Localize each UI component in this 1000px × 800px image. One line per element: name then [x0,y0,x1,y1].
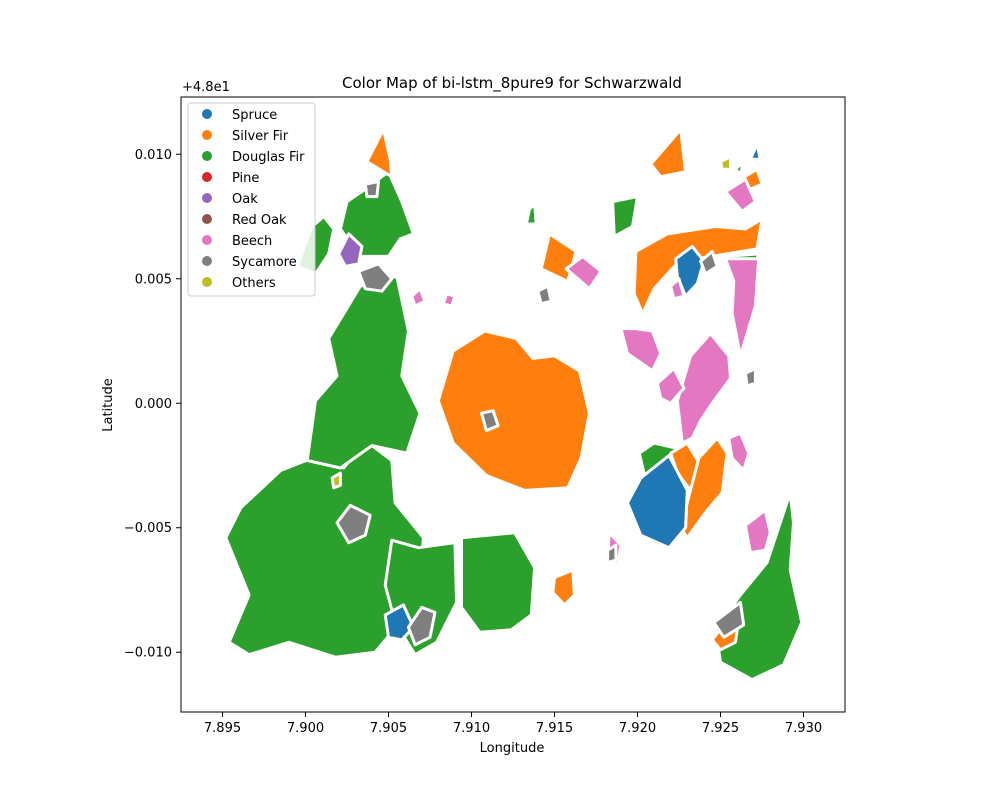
parcel-spruce [674,244,706,298]
parcel-sycamore [743,366,757,388]
parcel-others [719,155,732,171]
parcel-beech [743,508,772,555]
parcel-sycamore [606,543,618,565]
parcel-beech [410,287,427,308]
y-tick-label: 0.005 [135,272,172,287]
parcel-spruce [626,454,689,550]
legend-marker [202,172,212,182]
parcel-beech [675,332,732,445]
x-tick-label: 7.920 [619,721,656,736]
parcel-douglas-fir [224,439,425,659]
legend-label: Douglas Fir [232,150,305,165]
legend-marker [202,214,212,224]
parcel-others [330,471,342,490]
x-tick-label: 7.905 [370,721,407,736]
legend-label: Others [232,276,276,291]
y-tick-label: 0.000 [135,397,172,412]
x-axis-ticks: 7.895 7.900 7.905 7.910 7.915 7.920 7.925 7.930 [204,712,822,736]
y-offset-label: +4.8e1 [182,80,230,95]
x-tick-label: 7.895 [204,721,241,736]
legend-label: Sycamore [232,255,297,270]
y-tick-label: −0.010 [124,646,172,661]
parcel-beech [724,177,757,213]
legend-marker [202,193,212,203]
chart-title: Color Map of bi-lstm_8pure9 for Schwarzw… [342,74,682,93]
parcel-sycamore [335,503,372,545]
parcel-sycamore [712,600,746,639]
parcel-beech [564,254,603,291]
parcel-layer [224,127,804,682]
x-tick-label: 7.910 [453,721,490,736]
parcel-sycamore [406,605,437,647]
parcel-sycamore [536,284,553,306]
parcel-silver-fir [436,329,591,492]
parcel-silver-fir [551,568,576,607]
parcel-beech [669,277,686,301]
legend-marker [202,235,212,245]
legend-label: Pine [232,171,259,186]
parcel-beech [655,366,686,405]
legend-marker [202,277,212,287]
legend-label: Red Oak [232,213,287,228]
y-tick-label: 0.010 [135,148,172,163]
y-axis-label: Latitude [101,378,116,432]
parcel-oak [337,232,364,268]
parcel-silver-fir [632,217,764,316]
legend-label: Spruce [232,108,277,123]
legend-frame [187,102,316,297]
parcel-douglas-fir [611,195,639,238]
legend-label: Beech [232,234,272,249]
parcel-douglas-fir [524,202,538,226]
x-tick-label: 7.930 [785,721,822,736]
legend-marker [202,130,212,140]
x-axis-label: Longitude [480,741,545,756]
parcel-douglas-fir [460,531,537,634]
y-axis-ticks: 0.010 0.005 0.000 −0.005 −0.010 [124,148,181,661]
parcel-sycamore [363,180,380,199]
parcel-beech [619,327,663,373]
parcel-douglas-fir [338,170,415,258]
parcel-spruce [748,142,762,161]
parcel-silver-fir [365,127,394,179]
parcel-silver-fir [679,436,729,540]
parcel-beech [441,292,457,308]
parcel-douglas-fir [305,274,422,470]
parcel-douglas-fir [733,160,746,176]
x-tick-label: 7.915 [536,721,573,736]
parcel-beech [724,257,761,358]
parcel-sycamore [480,409,500,433]
parcel-sycamore [699,249,719,276]
parcel-beech [727,431,751,472]
legend: Spruce Silver Fir Douglas Fir Pine Oak Red Oa… [187,102,316,297]
legend-label: Oak [232,192,258,207]
parcel-sycamore [357,262,394,293]
legend-marker [202,256,212,266]
y-tick-label: −0.005 [124,521,172,536]
legend-label: Silver Fir [232,129,289,144]
x-tick-label: 7.900 [287,721,324,736]
parcel-silver-fir [649,127,688,179]
plot-frame [180,96,846,713]
legend-marker [202,109,212,119]
x-tick-label: 7.925 [702,721,739,736]
legend-marker [202,151,212,161]
parcel-spruce [383,603,415,642]
